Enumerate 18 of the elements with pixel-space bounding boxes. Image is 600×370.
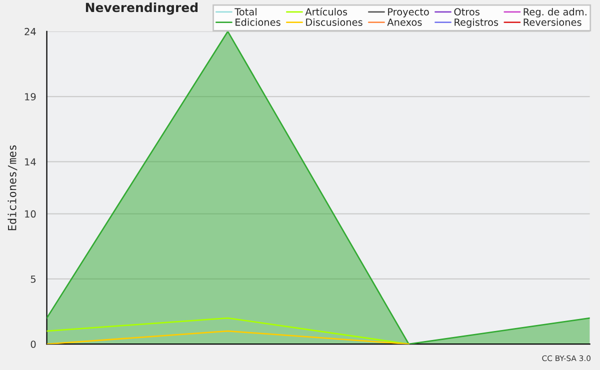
legend-label: Proyecto bbox=[388, 8, 429, 18]
legend-label: Reg. de adm. bbox=[524, 8, 586, 18]
legend-label: Total bbox=[234, 8, 256, 16]
chart-title: Neverendingred bbox=[86, 2, 198, 15]
y-tick-label: 10 bbox=[25, 210, 36, 218]
y-tick-label: 0 bbox=[30, 340, 36, 348]
legend-label: Otros bbox=[454, 8, 480, 16]
legend-label: Discusiones bbox=[306, 18, 362, 26]
legend-label: Artículos bbox=[305, 8, 348, 16]
y-tick-label: 24 bbox=[24, 28, 36, 36]
y-tick-label: 5 bbox=[30, 276, 36, 283]
legend-label: Reversiones bbox=[524, 18, 582, 26]
legend-label: Anexos bbox=[387, 18, 422, 26]
legend-label: Ediciones bbox=[236, 18, 280, 26]
y-axis-title: Ediciones/mes bbox=[8, 145, 18, 230]
y-tick-label: 19 bbox=[25, 93, 36, 100]
y-tick-label: 14 bbox=[25, 158, 36, 166]
legend-label: Registros bbox=[454, 18, 498, 28]
